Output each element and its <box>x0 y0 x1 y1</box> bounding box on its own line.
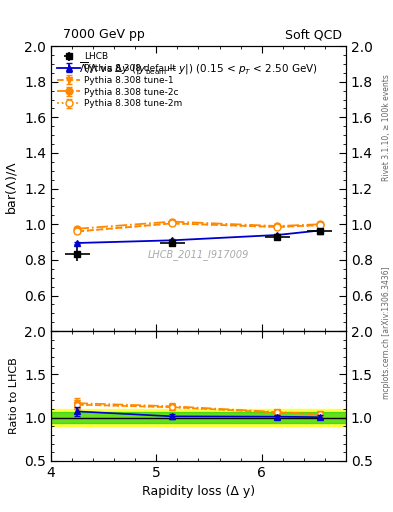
Y-axis label: Ratio to LHCB: Ratio to LHCB <box>9 357 19 434</box>
Text: mcplots.cern.ch [arXiv:1306.3436]: mcplots.cern.ch [arXiv:1306.3436] <box>382 266 391 399</box>
Text: LHCB_2011_I917009: LHCB_2011_I917009 <box>148 249 249 260</box>
Text: $\overline{\Lambda}/\Lambda$ vs $\Delta y$ ($|y_{\mathrm{beam}}-y|$) (0.15 < $p_: $\overline{\Lambda}/\Lambda$ vs $\Delta … <box>79 60 318 77</box>
Text: Soft QCD: Soft QCD <box>285 28 342 41</box>
X-axis label: Rapidity loss (Δ y): Rapidity loss (Δ y) <box>142 485 255 498</box>
Y-axis label: bar($\Lambda$)/$\Lambda$: bar($\Lambda$)/$\Lambda$ <box>4 162 18 216</box>
Legend: LHCB, Pythia 8.308 default, Pythia 8.308 tune-1, Pythia 8.308 tune-2c, Pythia 8.: LHCB, Pythia 8.308 default, Pythia 8.308… <box>54 49 186 112</box>
Bar <box>51 409 346 426</box>
Bar <box>51 413 346 423</box>
Text: 7000 GeV pp: 7000 GeV pp <box>63 28 145 41</box>
Text: Rivet 3.1.10, ≥ 100k events: Rivet 3.1.10, ≥ 100k events <box>382 75 391 181</box>
